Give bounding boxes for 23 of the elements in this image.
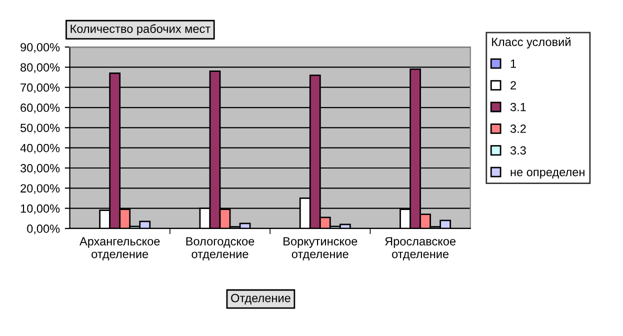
legend-label: 2: [510, 81, 516, 90]
y-tick-label: 50,00%: [20, 124, 60, 134]
legend-label: не определен: [510, 170, 584, 179]
x-tick-label: Воркутинское отделение: [284, 237, 358, 260]
y-tick-label: 10,00%: [20, 204, 60, 214]
x-tick-label: Архангельское отделение: [80, 237, 160, 260]
y-tick-label: 30,00%: [20, 164, 60, 174]
y-tick-label: 40,00%: [20, 144, 60, 154]
y-tick-label: 90,00%: [20, 43, 60, 53]
x-tick-label: Ярославское отделение: [385, 237, 456, 260]
x-axis-title: Отделение: [231, 294, 290, 304]
legend-label: 3.3: [510, 146, 526, 155]
y-tick-label: 20,00%: [20, 184, 60, 194]
legend-title: Класс условий: [492, 37, 570, 48]
x-tick-label: Вологодское отделение: [186, 237, 254, 260]
legend-label: 3.1: [510, 102, 526, 112]
y-tick-label: 60,00%: [20, 104, 60, 114]
y-tick-label: 70,00%: [20, 83, 60, 94]
chart-title: Количество рабочих мест: [70, 24, 210, 36]
y-tick-label: 0,00%: [27, 224, 60, 234]
y-tick-label: 80,00%: [20, 63, 60, 73]
legend-label: 3.2: [510, 124, 526, 133]
legend-label: 1: [510, 60, 516, 68]
